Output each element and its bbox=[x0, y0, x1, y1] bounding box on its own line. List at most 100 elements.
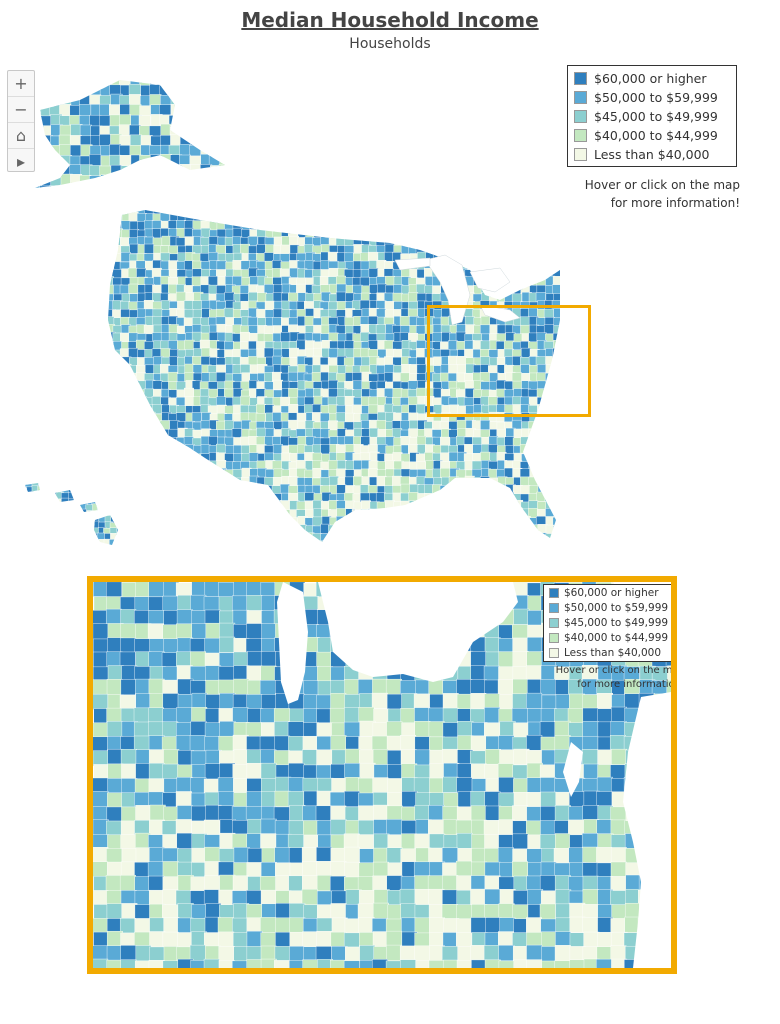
county[interactable] bbox=[503, 204, 514, 214]
county[interactable] bbox=[30, 134, 43, 146]
county[interactable] bbox=[90, 75, 103, 87]
county[interactable] bbox=[115, 533, 124, 542]
county[interactable] bbox=[505, 261, 516, 272]
county[interactable] bbox=[112, 444, 123, 455]
county[interactable] bbox=[369, 517, 380, 528]
county[interactable] bbox=[373, 847, 390, 864]
county[interactable] bbox=[93, 945, 108, 962]
county[interactable] bbox=[344, 221, 355, 232]
county[interactable] bbox=[25, 510, 34, 519]
county[interactable] bbox=[260, 818, 277, 835]
county[interactable] bbox=[448, 540, 459, 550]
county[interactable] bbox=[383, 340, 394, 351]
county[interactable] bbox=[470, 679, 487, 696]
county[interactable] bbox=[529, 259, 540, 270]
county[interactable] bbox=[179, 85, 192, 98]
county[interactable] bbox=[442, 847, 458, 864]
county[interactable] bbox=[385, 516, 396, 527]
county[interactable] bbox=[204, 763, 221, 780]
county[interactable] bbox=[464, 493, 475, 504]
county[interactable] bbox=[150, 154, 163, 167]
county[interactable] bbox=[112, 420, 123, 431]
county[interactable] bbox=[169, 525, 180, 536]
county[interactable] bbox=[40, 174, 53, 187]
county[interactable] bbox=[480, 476, 491, 487]
county[interactable] bbox=[97, 491, 106, 500]
county[interactable] bbox=[316, 651, 333, 668]
county[interactable] bbox=[103, 491, 112, 500]
county[interactable] bbox=[85, 492, 94, 501]
county[interactable] bbox=[274, 960, 290, 968]
county[interactable] bbox=[540, 931, 557, 948]
county[interactable] bbox=[29, 163, 41, 176]
county[interactable] bbox=[473, 477, 484, 488]
county[interactable] bbox=[448, 509, 459, 519]
county[interactable] bbox=[180, 114, 193, 127]
county[interactable] bbox=[274, 735, 291, 752]
legend-item[interactable]: $60,000 or higher bbox=[574, 69, 730, 88]
county[interactable] bbox=[328, 460, 339, 471]
county[interactable] bbox=[367, 524, 378, 535]
county[interactable] bbox=[120, 396, 131, 407]
county[interactable] bbox=[218, 946, 235, 962]
county[interactable] bbox=[185, 459, 196, 470]
county[interactable] bbox=[121, 413, 132, 424]
county[interactable] bbox=[19, 486, 28, 495]
county[interactable] bbox=[109, 144, 122, 157]
county[interactable] bbox=[153, 429, 164, 440]
county[interactable] bbox=[433, 213, 444, 224]
county[interactable] bbox=[107, 665, 124, 682]
county[interactable] bbox=[385, 540, 395, 550]
county[interactable] bbox=[448, 501, 459, 512]
county[interactable] bbox=[139, 75, 152, 87]
county[interactable] bbox=[552, 500, 560, 511]
county[interactable] bbox=[218, 164, 231, 176]
county[interactable] bbox=[105, 236, 115, 247]
county[interactable] bbox=[457, 721, 474, 737]
county[interactable] bbox=[387, 778, 404, 795]
county[interactable] bbox=[555, 833, 571, 850]
county[interactable] bbox=[316, 846, 333, 863]
county[interactable] bbox=[368, 404, 379, 415]
county[interactable] bbox=[160, 468, 170, 478]
county[interactable] bbox=[209, 508, 219, 519]
county[interactable] bbox=[464, 515, 475, 526]
county[interactable] bbox=[219, 652, 235, 669]
county[interactable] bbox=[429, 833, 446, 850]
county[interactable] bbox=[209, 205, 220, 215]
county[interactable] bbox=[232, 541, 242, 550]
county[interactable] bbox=[199, 174, 212, 187]
county[interactable] bbox=[264, 524, 275, 535]
county[interactable] bbox=[122, 491, 130, 499]
county[interactable] bbox=[439, 228, 450, 239]
county[interactable] bbox=[358, 707, 375, 724]
county[interactable] bbox=[344, 533, 355, 543]
county[interactable] bbox=[217, 805, 234, 822]
county[interactable] bbox=[204, 846, 221, 863]
county[interactable] bbox=[512, 932, 529, 949]
county[interactable] bbox=[148, 707, 165, 724]
county[interactable] bbox=[121, 522, 129, 530]
county[interactable] bbox=[189, 105, 201, 118]
county[interactable] bbox=[232, 734, 249, 751]
county[interactable] bbox=[449, 524, 460, 534]
county[interactable] bbox=[377, 228, 388, 239]
county[interactable] bbox=[106, 721, 123, 737]
county[interactable] bbox=[289, 946, 306, 963]
county[interactable] bbox=[352, 380, 363, 391]
county[interactable] bbox=[179, 104, 192, 116]
county[interactable] bbox=[392, 212, 403, 223]
county[interactable] bbox=[442, 693, 459, 710]
county[interactable] bbox=[104, 413, 114, 423]
county[interactable] bbox=[149, 804, 166, 821]
county[interactable] bbox=[106, 945, 123, 962]
county[interactable] bbox=[481, 540, 492, 550]
county[interactable] bbox=[112, 412, 123, 423]
county[interactable] bbox=[219, 874, 236, 891]
county[interactable] bbox=[153, 523, 164, 534]
county[interactable] bbox=[536, 206, 546, 216]
county[interactable] bbox=[112, 467, 123, 478]
county[interactable] bbox=[232, 707, 249, 724]
county[interactable] bbox=[104, 468, 114, 479]
county[interactable] bbox=[185, 492, 196, 503]
